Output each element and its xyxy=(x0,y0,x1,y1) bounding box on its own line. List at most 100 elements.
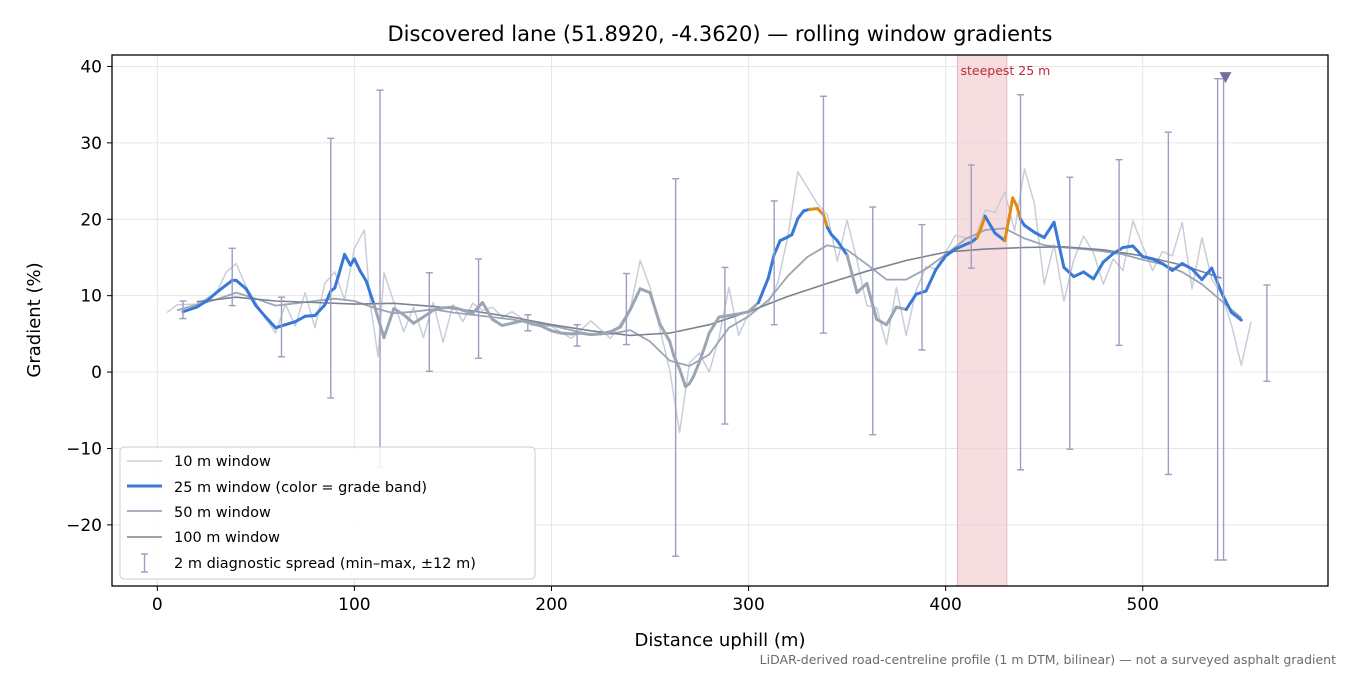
w25-segment-grey xyxy=(431,306,445,312)
x-tick-label: 500 xyxy=(1127,595,1159,615)
w25-segment-blue xyxy=(1082,270,1095,281)
legend-box xyxy=(119,446,536,580)
errorbar xyxy=(622,272,630,346)
w25-segment-grey xyxy=(678,367,688,389)
y-tick-label: 0 xyxy=(91,363,102,383)
w25-segment-grey xyxy=(520,319,534,325)
w25-segment-grey xyxy=(569,331,583,336)
errorbar xyxy=(327,137,335,399)
w25-segment-blue xyxy=(772,239,782,256)
w25-segment-blue xyxy=(181,305,199,314)
w25-segment-orange xyxy=(975,226,983,240)
y-tick-label: 10 xyxy=(80,287,102,307)
w25-segment-blue xyxy=(944,247,958,258)
w25-segment-blue xyxy=(756,276,770,305)
legend-label-100m: 100 m window xyxy=(174,530,280,546)
w25-segment-blue xyxy=(1210,266,1224,295)
w25-segment-blue xyxy=(983,214,997,235)
errorbar xyxy=(967,164,975,269)
w25-segment-grey xyxy=(540,324,553,333)
w25-segment-grey xyxy=(865,281,879,321)
w25-segment-blue xyxy=(1229,310,1243,322)
w25-segment-blue xyxy=(333,273,341,290)
w25-segment-blue xyxy=(1072,270,1086,279)
errorbar xyxy=(672,178,680,557)
w25-segment-grey xyxy=(628,287,642,311)
w25-segment-blue xyxy=(934,254,948,272)
w25-segment-blue xyxy=(1121,244,1135,250)
w25-segment-blue xyxy=(914,289,928,296)
w25-segment-grey xyxy=(412,315,425,325)
w25-segment-grey xyxy=(549,329,563,335)
w25-segment-grey xyxy=(737,310,751,316)
x-tick-label: 0 xyxy=(152,595,163,615)
w25-segment-grey xyxy=(855,281,869,295)
w25-segment-grey xyxy=(421,308,435,319)
w25-segment-blue xyxy=(283,320,297,327)
w25-segment-grey xyxy=(658,322,672,344)
y-axis-label: Gradient (%) xyxy=(24,262,45,377)
y-tick-label: −10 xyxy=(66,439,102,459)
w25-segment-blue xyxy=(343,252,352,267)
w25-segment-blue xyxy=(358,269,368,283)
w25-segment-grey xyxy=(510,319,524,325)
w25-segment-blue xyxy=(195,299,209,309)
w25-segment-blue xyxy=(214,283,228,295)
w25-segment-blue xyxy=(835,239,849,257)
w25-segment-grey xyxy=(559,331,573,336)
legend: 10 m window 25 m window (color = grade b… xyxy=(119,446,536,580)
w25-segment-blue xyxy=(1052,220,1066,269)
w25-segment-blue xyxy=(1180,262,1194,271)
legend-label-10m: 10 m window xyxy=(174,454,271,470)
errorbar xyxy=(277,296,285,358)
legend-label-errorbar: 2 m diagnostic spread (min–max, ±12 m) xyxy=(174,556,476,572)
x-tick-label: 200 xyxy=(535,595,567,615)
w25-segment-grey xyxy=(441,305,455,310)
w25-segment-grey xyxy=(648,291,662,326)
chart-title: Discovered lane (51.8920, -4.3620) — rol… xyxy=(388,22,1053,46)
w25-segment-grey xyxy=(845,253,859,295)
errorbar xyxy=(721,266,729,425)
w25-segment-grey xyxy=(500,321,514,327)
errorbar xyxy=(1214,77,1222,561)
diagnostic-spread-errorbars xyxy=(179,77,1271,561)
w25-segment-blue xyxy=(303,314,317,318)
x-tick-label: 100 xyxy=(338,595,370,615)
w25-segment-blue xyxy=(1160,262,1174,272)
w25-segment-grey xyxy=(618,307,632,329)
errorbar xyxy=(573,324,581,347)
w25-segment-grey xyxy=(885,305,898,327)
w25-segment-grey xyxy=(638,287,652,295)
w25-segment-blue xyxy=(1032,230,1046,240)
errorbar xyxy=(475,258,483,360)
y-tick-label: −20 xyxy=(66,516,102,536)
w25-segment-grey xyxy=(402,313,416,325)
w25-segment-grey xyxy=(471,301,485,315)
errorbar xyxy=(770,200,778,326)
x-axis-label: Distance uphill (m) xyxy=(635,630,806,651)
series-line-w100 xyxy=(196,246,1222,337)
w25-segment-blue xyxy=(904,292,918,311)
peak-marker xyxy=(1219,72,1232,84)
legend-label-25m: 25 m window (color = grade band) xyxy=(174,480,427,496)
steepest-25m-highlight xyxy=(956,55,1008,586)
plot-frame xyxy=(111,54,1329,587)
w25-segment-blue xyxy=(796,209,806,221)
w25-segment-blue xyxy=(313,303,327,318)
w25-segment-blue xyxy=(766,252,776,280)
x-axis: 0 100 200 300 400 500 xyxy=(152,586,1159,615)
w25-segment-blue xyxy=(205,291,218,303)
w25-segment-orange xyxy=(1003,218,1011,243)
w25-segment-grey xyxy=(727,312,741,318)
w25-segment-grey xyxy=(697,343,707,364)
w25-segment-blue xyxy=(244,287,258,308)
w25-segment-grey xyxy=(481,301,494,321)
errorbar xyxy=(1066,176,1074,450)
w25-segment-blue xyxy=(274,323,287,330)
w25-segment-grey xyxy=(589,332,603,337)
peak-marker-triangle xyxy=(1219,72,1232,84)
w25-segment-blue xyxy=(352,257,362,273)
y-axis: −20 −10 0 10 20 30 40 xyxy=(66,57,112,536)
w25-segment-blue xyxy=(254,304,268,319)
footnote: LiDAR-derived road-centreline profile (1… xyxy=(760,652,1336,667)
